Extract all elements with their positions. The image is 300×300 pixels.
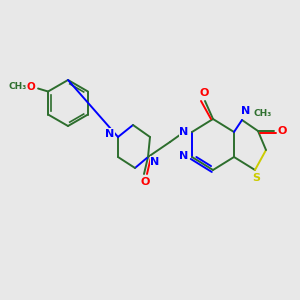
Text: N: N — [179, 151, 189, 161]
Text: N: N — [105, 129, 115, 139]
Text: O: O — [140, 177, 150, 187]
Text: O: O — [27, 82, 35, 92]
Text: S: S — [252, 173, 260, 183]
Text: CH₃: CH₃ — [254, 109, 272, 118]
Text: CH₃: CH₃ — [9, 82, 27, 91]
Text: N: N — [150, 157, 160, 167]
Text: O: O — [277, 126, 287, 136]
Text: N: N — [179, 127, 189, 137]
Text: N: N — [242, 106, 250, 116]
Text: O: O — [199, 88, 209, 98]
